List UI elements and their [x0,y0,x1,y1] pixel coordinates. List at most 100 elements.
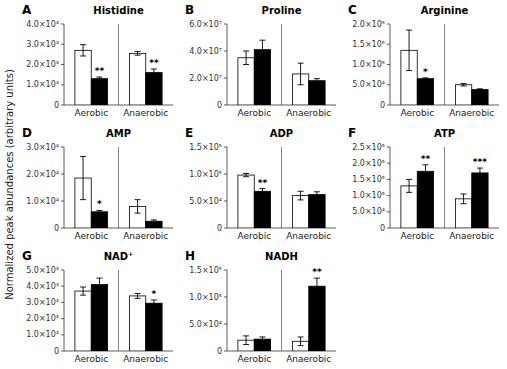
error-bar-line [262,40,263,59]
error-bar-line [316,79,317,83]
error-bar-cap [314,278,320,279]
y-tick [387,179,390,180]
title: AMP [106,128,131,139]
y-tick [61,105,64,106]
error-bar-cap [151,68,157,69]
error-bar [135,293,141,298]
error-bar-line [153,69,154,76]
error-bar [96,77,102,80]
x-tick-label: Anaerobic [123,354,168,364]
error-bar-cap [151,222,157,223]
error-bar-cap [314,294,320,295]
error-bar-line [479,168,480,178]
panel: CArginine05.0×10⁴1.0×10⁵1.5×10⁵2.0×10⁵Ae… [348,3,499,118]
group-divider [281,270,282,351]
error-bar-cap [96,291,102,292]
plot-area [75,156,162,228]
plot-area [238,173,325,228]
error-bar-cap [151,306,157,307]
error-bar [243,173,249,176]
error-bar-cap [96,278,102,279]
y-tick [224,78,227,79]
y-tick [224,324,227,325]
y-tick-label: 0 [54,347,59,356]
error-bar-cap [135,213,141,214]
error-bar-cap [477,168,483,169]
error-bar-cap [314,191,320,192]
y-tick [387,105,390,106]
bar [472,173,488,228]
error-bar-cap [259,40,265,41]
error-bar [80,287,86,295]
y-tick [61,44,64,45]
figure: AHistidine01.0×10³2.0×10³3.0×10³4.0×10³A… [0,0,507,369]
error-bar-cap [259,341,265,342]
x-tick-label: Aerobic [400,108,434,118]
error-bar-line [300,191,301,200]
panel-label: C [348,3,357,17]
title: NAD⁺ [104,251,134,262]
y-tick [61,174,64,175]
error-bar-cap [80,44,86,45]
plot-area [238,40,325,105]
error-bar-cap [243,335,249,336]
error-bar-cap [259,193,265,194]
error-bar [298,337,304,346]
title: Histidine [93,5,144,16]
y-tick [61,84,64,85]
error-bar-cap [135,298,141,299]
y-tick [224,201,227,202]
error-bar [298,191,304,200]
y-tick-label: 5.0×10⁴ [352,80,385,89]
group-divider [118,147,119,228]
y-tick-label: 1.0×10⁵ [352,60,385,69]
y-tick [61,270,64,271]
y-tick [224,297,227,298]
panel-label: H [185,249,195,263]
x-tick-label: Anaerobic [286,108,331,118]
error-bar [314,79,320,83]
error-bar [477,168,483,178]
error-bar-line [409,179,410,192]
error-bar-cap [135,55,141,56]
error-bar [259,337,265,341]
error-bar [96,210,102,213]
y-tick [61,286,64,287]
title: Arginine [421,5,469,16]
y-axis [64,147,65,228]
panel: FATP05.0×10⁴1.0×10⁵1.5×10⁵2.0×10⁵2.5×10⁵… [348,126,499,241]
y-tick-label: 2.0×10⁴ [26,170,59,179]
title: Proline [262,5,302,16]
error-bar [151,300,157,306]
plot-area [238,278,325,351]
y-tick-label: 1.0×10³ [26,330,59,339]
y-axis [227,270,228,351]
error-bar-line [246,173,247,176]
x-tick-label: Aerobic [400,231,434,241]
y-tick-label: 0 [380,224,385,233]
significance-marker: ** [95,66,105,76]
error-bar-cap [135,199,141,200]
y-tick [224,147,227,148]
error-bar-line [316,278,317,294]
panel: GNAD⁺01.0×10³2.0×10³3.0×10³4.0×10³5.0×10… [22,249,173,364]
bar [472,90,488,105]
y-tick [61,201,64,202]
error-bar-line [425,165,426,178]
y-tick-label: 0 [217,224,222,233]
error-bar [461,194,467,204]
bar [91,79,107,105]
x-tick-label: Anaerobic [286,354,331,364]
error-bar-cap [80,55,86,56]
y-axis [390,24,391,105]
y-tick-label: 5.0×10⁴ [189,197,222,206]
significance-marker: ** [258,178,268,188]
error-bar-cap [243,51,249,52]
bar [75,291,91,351]
y-tick [224,51,227,52]
panel: DAMP01.0×10⁴2.0×10⁴3.0×10⁴AerobicAnaerob… [22,126,173,241]
y-tick-label: 5.0×10⁴ [352,207,385,216]
group-divider [444,24,445,105]
group-divider [118,270,119,351]
plot-area [401,165,488,228]
